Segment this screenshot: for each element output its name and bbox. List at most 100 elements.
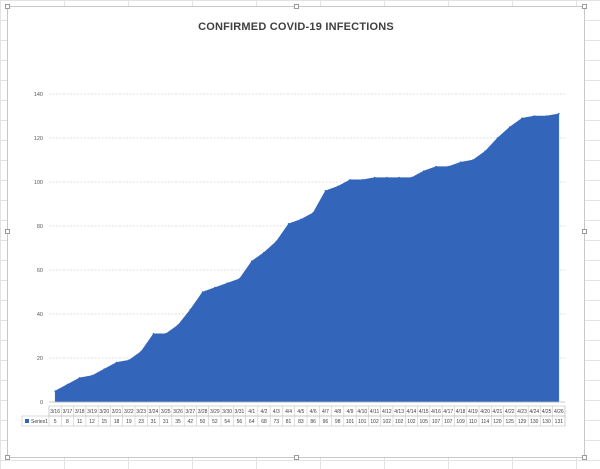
data-point-7 [140,350,142,353]
data-label-28: 102 [395,419,404,425]
data-point-3 [91,374,93,377]
x-tick-label-10: 3/26 [173,409,183,415]
data-label-13: 52 [212,419,218,425]
resize-handle-top-right[interactable] [582,4,587,9]
data-point-16 [250,260,253,262]
data-label-41: 131 [555,419,564,425]
data-label-23: 98 [335,419,341,425]
series-area-series1 [54,113,560,403]
x-tick-label-14: 3/30 [222,409,232,415]
data-label-16: 64 [249,419,255,425]
data-point-17 [263,251,265,254]
x-tick-label-7: 3/23 [136,409,146,415]
data-label-6: 19 [126,419,132,425]
y-tick-label-60: 60 [37,268,43,274]
x-tick-label-16: 4/1 [248,409,255,415]
resize-handle-top[interactable] [294,4,299,9]
data-point-32 [447,165,450,168]
data-point-38 [521,117,523,119]
data-label-1: 8 [66,419,69,425]
data-point-0 [54,390,56,392]
data-point-41 [558,113,560,115]
data-label-21: 86 [310,419,316,425]
chart-area[interactable]: CONFIRMED COVID-19 INFECTIONS 0 20 40 60 80 1… [5,4,587,460]
data-label-15: 56 [237,419,243,425]
x-tick-label-5: 3/21 [112,409,122,415]
x-tick-label-27: 4/12 [382,409,392,415]
data-label-0: 5 [54,419,57,425]
data-label-33: 109 [456,419,465,425]
data-point-11 [189,308,192,311]
resize-handle-bottom-left[interactable] [5,455,10,460]
data-point-13 [214,286,216,289]
data-label-7: 23 [138,419,144,425]
data-label-40: 130 [542,419,551,425]
data-label-3: 12 [89,419,95,425]
data-label-2: 11 [77,419,82,425]
legend-key-series1 [25,419,29,423]
data-point-18 [275,240,278,243]
data-point-20 [300,218,302,221]
x-tick-label-40: 4/25 [542,409,552,415]
data-label-32: 107 [444,419,453,425]
data-point-25 [361,179,364,181]
legend-label-series1: Series1 [31,419,48,425]
data-label-18: 73 [274,419,280,425]
data-label-17: 68 [261,419,267,425]
data-point-30 [422,170,425,172]
data-label-37: 125 [506,419,515,425]
data-point-34 [472,159,474,161]
data-point-1 [66,383,69,386]
resize-handle-bottom[interactable] [294,455,299,460]
data-label-26: 102 [370,419,379,425]
x-tick-label-31: 4/16 [431,409,441,415]
resize-handle-bottom-right[interactable] [582,455,587,460]
data-label-5: 18 [114,419,120,425]
y-tick-label-0: 0 [40,400,43,406]
data-label-25: 101 [358,419,367,425]
resize-handle-left[interactable] [5,229,10,234]
data-point-24 [349,179,351,181]
x-tick-label-1: 3/17 [63,409,73,415]
chart-title: CONFIRMED COVID-19 INFECTIONS [198,21,394,33]
x-tick-label-26: 4/11 [370,409,380,415]
y-tick-label-120: 120 [34,136,43,142]
x-tick-label-29: 4/14 [407,409,417,415]
data-label-27: 102 [383,419,392,425]
data-point-9 [164,333,167,335]
x-tick-label-3: 3/19 [87,409,97,415]
data-label-39: 130 [530,419,539,425]
data-label-24: 101 [346,419,355,425]
data-label-12: 50 [200,419,206,425]
data-point-23 [336,185,339,188]
data-label-31: 107 [432,419,441,425]
data-point-2 [78,377,81,379]
data-point-15 [238,278,241,280]
data-point-21 [312,212,314,214]
x-tick-label-36: 4/21 [493,409,503,415]
x-tick-label-22: 4/7 [322,409,329,415]
x-tick-label-18: 4/3 [273,409,280,415]
y-tick-label-40: 40 [37,312,43,318]
resize-handle-right[interactable] [582,229,587,234]
x-tick-label-4: 3/20 [99,409,109,415]
x-tick-label-17: 4/2 [261,409,268,415]
x-tick-label-34: 4/19 [468,409,478,415]
x-tick-label-41: 4/26 [554,409,564,415]
x-tick-label-23: 4/8 [334,409,341,415]
x-tick-label-19: 4/4 [285,409,292,415]
data-label-4: 15 [102,419,108,425]
data-label-19: 81 [286,419,292,425]
data-label-22: 96 [323,419,329,425]
y-tick-label-100: 100 [34,180,43,186]
resize-handle-top-left[interactable] [5,4,10,9]
data-point-10 [177,324,179,326]
data-point-5 [115,361,118,364]
x-tick-label-30: 4/15 [419,409,429,415]
data-label-14: 54 [224,419,230,425]
data-point-40 [545,115,548,117]
y-tick-label-140: 140 [34,92,43,98]
data-point-8 [152,333,155,335]
x-tick-label-0: 3/16 [50,409,60,415]
x-tick-label-32: 4/17 [443,409,453,415]
